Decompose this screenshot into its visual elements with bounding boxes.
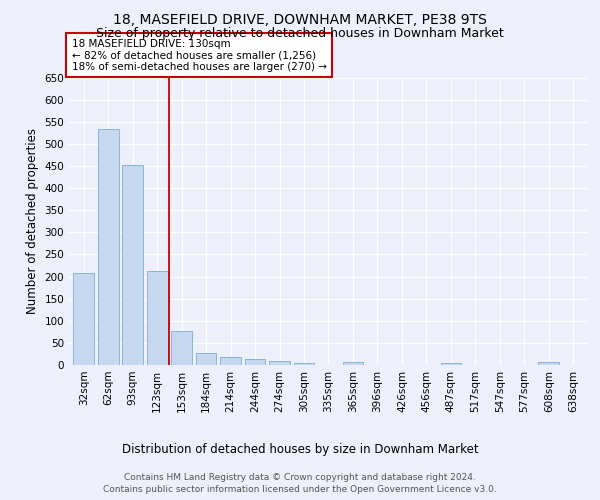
Text: Size of property relative to detached houses in Downham Market: Size of property relative to detached ho…: [96, 28, 504, 40]
Text: 18, MASEFIELD DRIVE, DOWNHAM MARKET, PE38 9TS: 18, MASEFIELD DRIVE, DOWNHAM MARKET, PE3…: [113, 12, 487, 26]
Bar: [171, 331, 192, 365]
Bar: [293, 363, 314, 365]
Bar: [122, 164, 143, 365]
Bar: [220, 358, 241, 365]
Text: Distribution of detached houses by size in Downham Market: Distribution of detached houses by size …: [122, 442, 478, 456]
Text: 18 MASEFIELD DRIVE: 130sqm
← 82% of detached houses are smaller (1,256)
18% of s: 18 MASEFIELD DRIVE: 130sqm ← 82% of deta…: [71, 38, 326, 72]
Bar: [538, 362, 559, 365]
Y-axis label: Number of detached properties: Number of detached properties: [26, 128, 39, 314]
Bar: [440, 363, 461, 365]
Bar: [98, 129, 119, 365]
Bar: [147, 271, 167, 365]
Bar: [343, 362, 364, 365]
Text: Contains public sector information licensed under the Open Government Licence v3: Contains public sector information licen…: [103, 485, 497, 494]
Bar: [245, 359, 265, 365]
Bar: [269, 362, 290, 365]
Bar: [196, 353, 217, 365]
Text: Contains HM Land Registry data © Crown copyright and database right 2024.: Contains HM Land Registry data © Crown c…: [124, 472, 476, 482]
Bar: [73, 274, 94, 365]
